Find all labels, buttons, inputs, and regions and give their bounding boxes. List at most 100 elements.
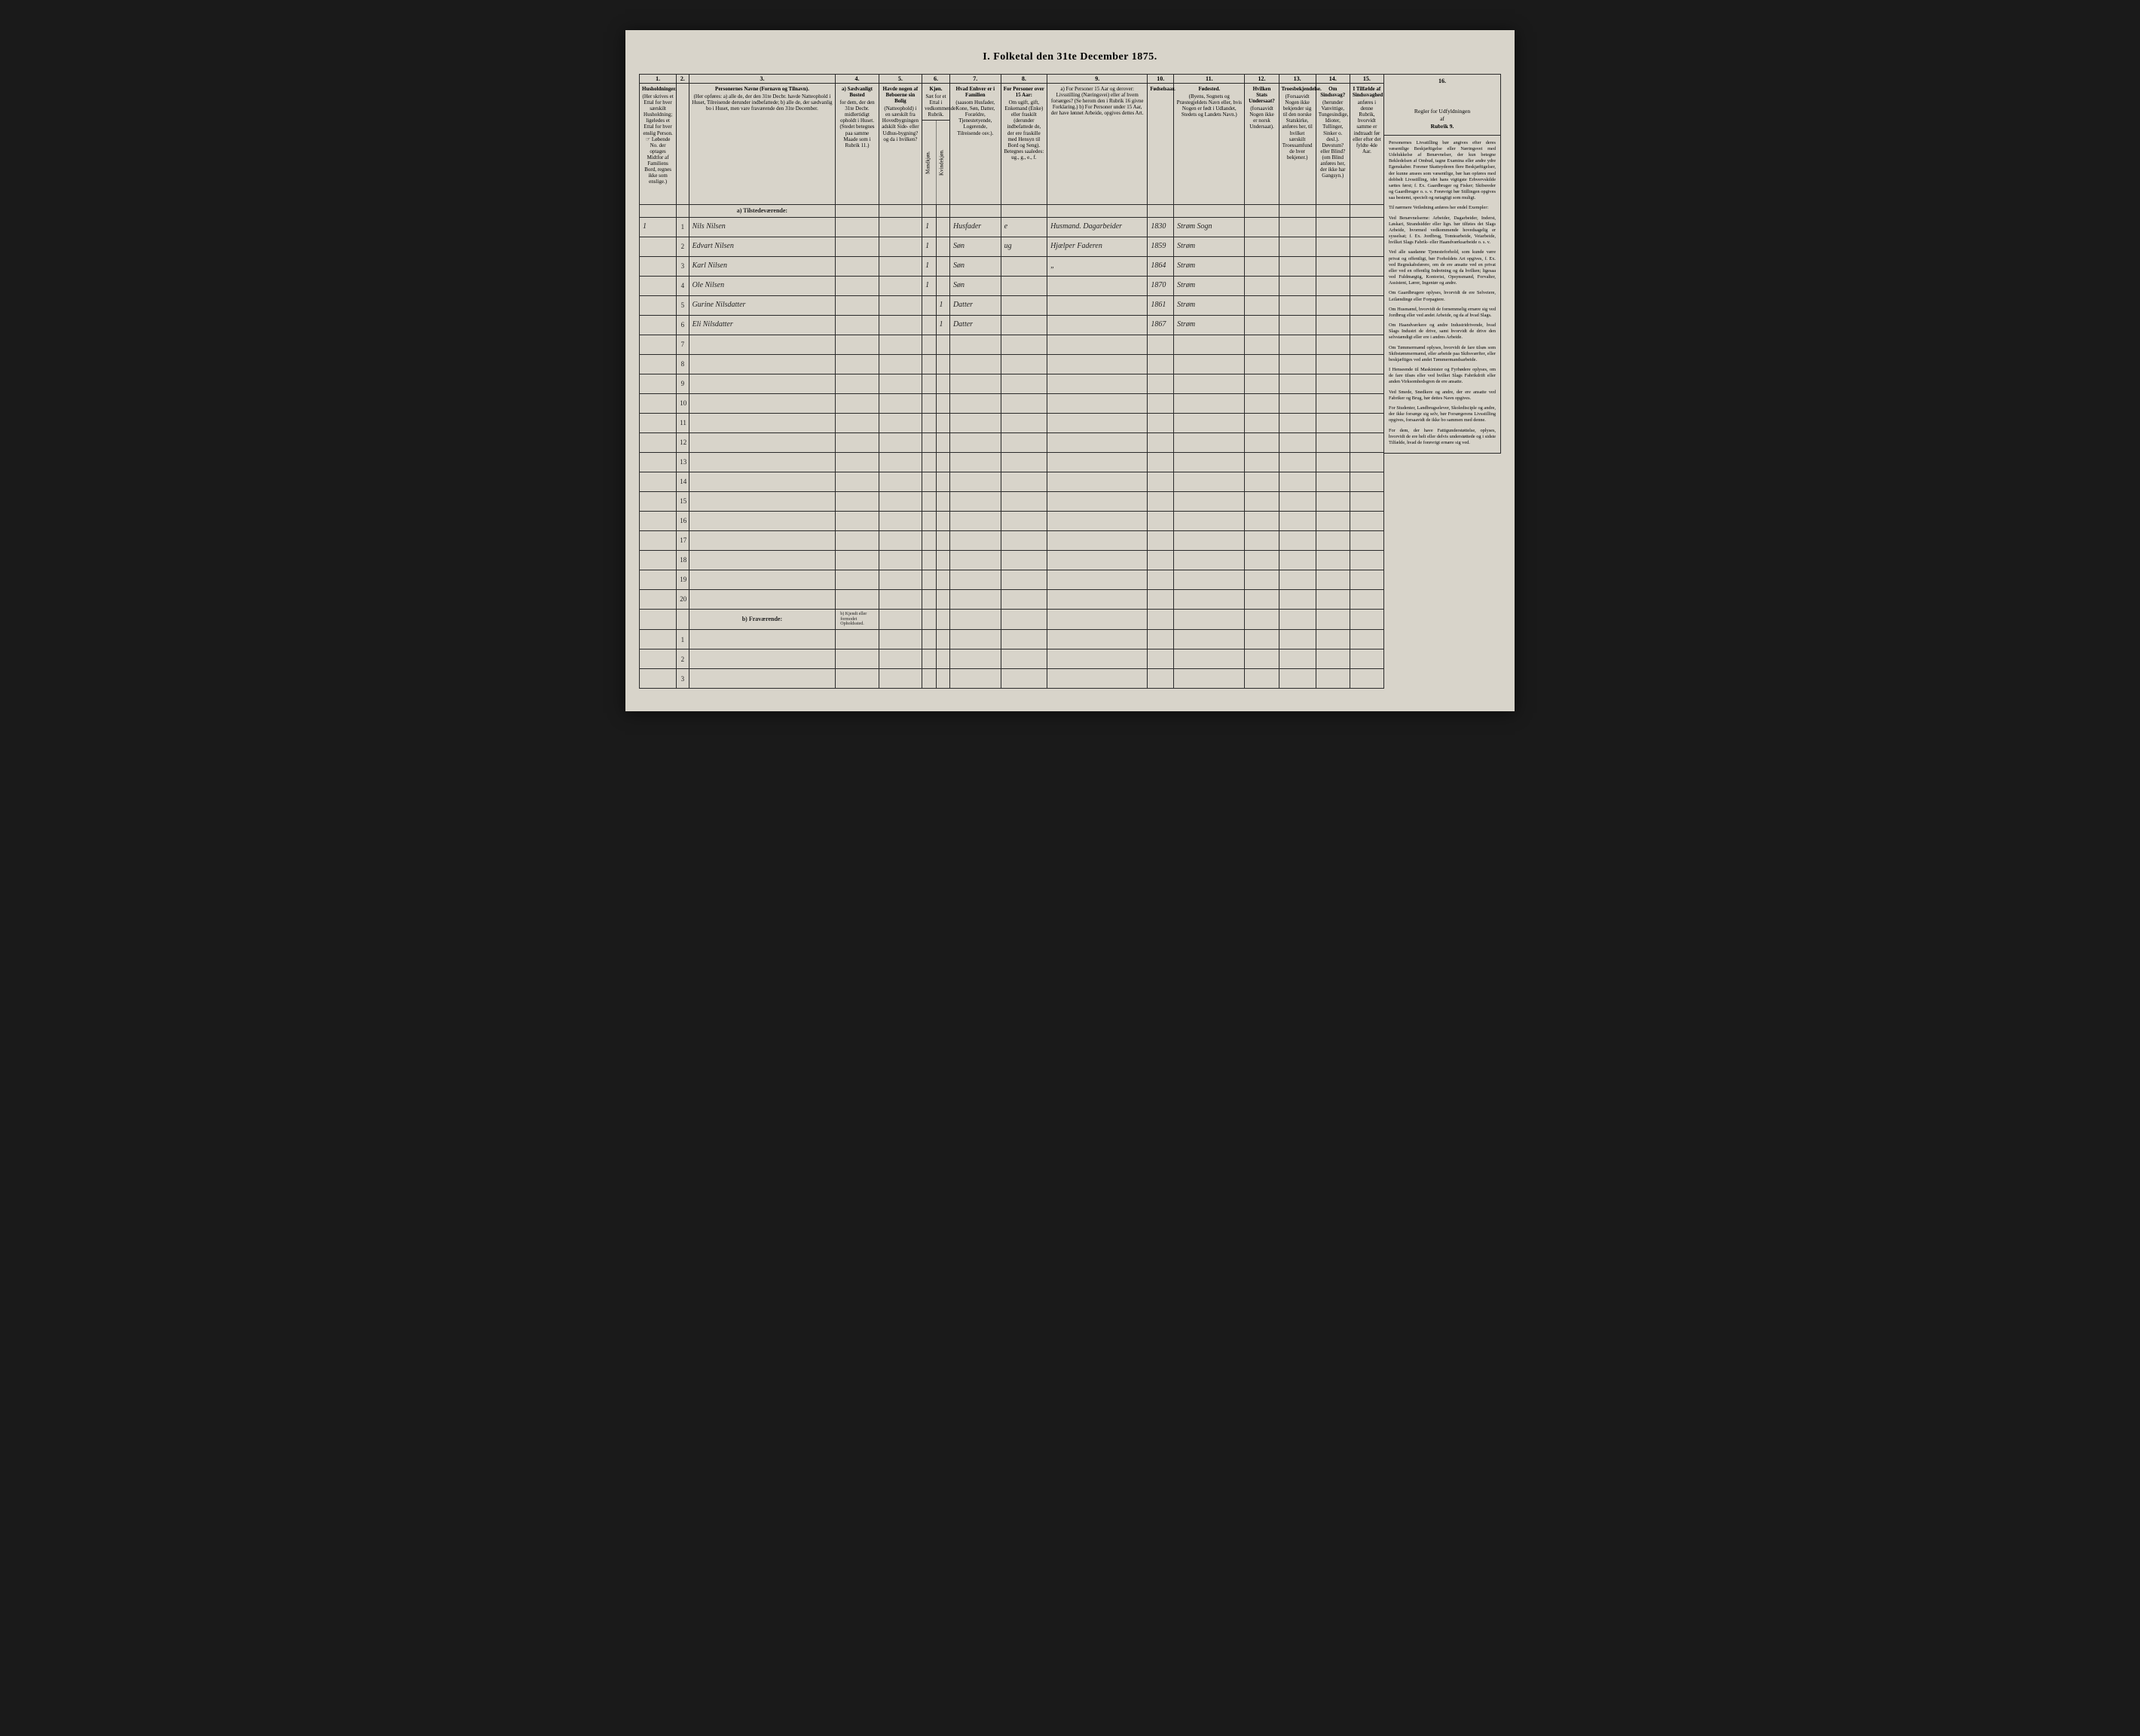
cell: [1148, 609, 1174, 630]
cell: [1001, 630, 1047, 649]
cell: [836, 237, 879, 256]
cell: [1047, 413, 1148, 432]
cell: [936, 205, 949, 217]
cell: [1245, 295, 1279, 315]
cell: 1: [677, 630, 689, 649]
cell: [1001, 315, 1047, 335]
cell: [1350, 237, 1383, 256]
cell: [836, 354, 879, 374]
cell: [879, 237, 922, 256]
cell: 4: [677, 276, 689, 295]
table-row: 3: [640, 669, 1384, 689]
cell: [640, 315, 677, 335]
cell: [640, 354, 677, 374]
table-row: 12: [640, 432, 1384, 452]
cell: 1867: [1148, 315, 1174, 335]
cell: [879, 570, 922, 589]
cell: [949, 530, 1001, 550]
hdr-10: Fødselsaar.: [1148, 84, 1174, 205]
colnum-14: 14.: [1316, 75, 1350, 84]
cell: [949, 374, 1001, 393]
cell: [689, 472, 836, 491]
sidebar-para: Om Gaardbrugere oplyses, hvorvidt de ere…: [1389, 290, 1496, 302]
cell: [1148, 413, 1174, 432]
cell: [1316, 432, 1350, 452]
table-row: 7: [640, 335, 1384, 354]
cell: ug: [1001, 237, 1047, 256]
cell: [1316, 530, 1350, 550]
cell: [1148, 491, 1174, 511]
cell: [640, 630, 677, 649]
cell: [1047, 393, 1148, 413]
sidebar-para: Personernes Livsstilling bør angives eft…: [1389, 140, 1496, 202]
section-row-b: b) Fraværende:b) Kjendt eller formodet O…: [640, 609, 1384, 630]
cell: [689, 354, 836, 374]
cell: 17: [677, 530, 689, 550]
cell: [836, 570, 879, 589]
cell: [1245, 393, 1279, 413]
cell: [1001, 530, 1047, 550]
cell: [1047, 432, 1148, 452]
cell: 1864: [1148, 256, 1174, 276]
cell: [1350, 472, 1383, 491]
cell: 1830: [1148, 217, 1174, 237]
cell: [1174, 335, 1245, 354]
cell: [1316, 669, 1350, 689]
cell: [1047, 295, 1148, 315]
cell: 6: [677, 315, 689, 335]
cell: [689, 589, 836, 609]
cell: [879, 205, 922, 217]
cell: 3: [677, 669, 689, 689]
table-row: 2Edvart Nilsen1SønugHjælper Faderen1859S…: [640, 237, 1384, 256]
cell: [1316, 374, 1350, 393]
cell: 18: [677, 550, 689, 570]
cell: [1174, 354, 1245, 374]
cell: [1047, 530, 1148, 550]
sidebar-para: Om Husmænd, hvorvidt de fornemmelig ernæ…: [1389, 307, 1496, 319]
cell: [1316, 589, 1350, 609]
cell: [1350, 276, 1383, 295]
cell: [640, 413, 677, 432]
table-row: 16: [640, 511, 1384, 530]
cell: [949, 491, 1001, 511]
cell: [836, 295, 879, 315]
table-row: 5Gurine Nilsdatter1Datter1861Strøm: [640, 295, 1384, 315]
cell: [922, 609, 936, 630]
cell: [640, 530, 677, 550]
cell: [1316, 570, 1350, 589]
cell: [1245, 256, 1279, 276]
cell: [640, 452, 677, 472]
cell: e: [1001, 217, 1047, 237]
cell: [936, 649, 949, 669]
cell: [1245, 276, 1279, 295]
cell: 1870: [1148, 276, 1174, 295]
cell: [1245, 491, 1279, 511]
cell: [836, 374, 879, 393]
cell: [936, 413, 949, 432]
cell: [949, 472, 1001, 491]
cell: [640, 570, 677, 589]
cell: [640, 669, 677, 689]
cell: [1174, 511, 1245, 530]
cell: [879, 217, 922, 237]
cell: [836, 205, 879, 217]
hdr-12: Hvilken Stats Undersaat?(forsaavidt Noge…: [1245, 84, 1279, 205]
cell: 15: [677, 491, 689, 511]
cell: [922, 570, 936, 589]
cell: [922, 472, 936, 491]
cell: Strøm: [1174, 237, 1245, 256]
hdr-9: a) For Personer 15 Aar og derover: Livss…: [1047, 84, 1148, 205]
cell: 1: [936, 315, 949, 335]
cell: [922, 393, 936, 413]
cell: [1001, 256, 1047, 276]
cell: Søn: [949, 237, 1001, 256]
table-head: 1. 2. 3. 4. 5. 6. 7. 8. 9. 10. 11. 12. 1…: [640, 75, 1384, 205]
cell: Strøm: [1174, 295, 1245, 315]
cell: [836, 669, 879, 689]
hdr-3: Personernes Navne (Fornavn og Tilnavn).(…: [689, 84, 836, 205]
cell: [1245, 550, 1279, 570]
cell: [936, 335, 949, 354]
cell: [1001, 354, 1047, 374]
cell: [1001, 393, 1047, 413]
cell: [1316, 630, 1350, 649]
